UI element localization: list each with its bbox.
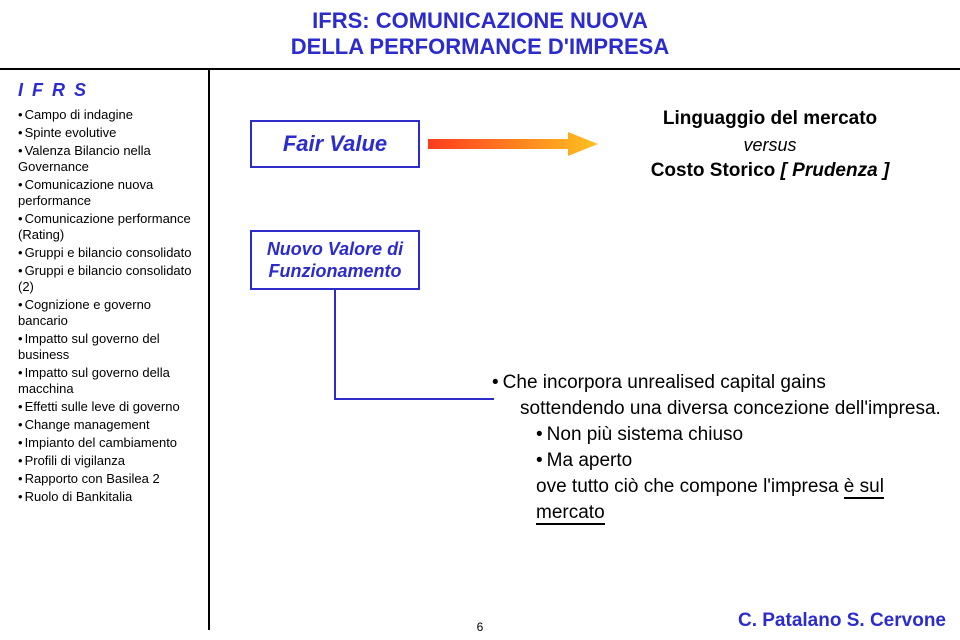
connector-horizontal	[334, 398, 494, 400]
body-text-block: Che incorpora unrealised capital gains s…	[492, 370, 942, 526]
box-nuovo-line1: Nuovo Valore di	[267, 238, 403, 260]
right-line-1: Linguaggio del mercato	[610, 106, 930, 132]
box-fair-value: Fair Value	[250, 120, 420, 168]
right-line-3a: Costo Storico	[651, 160, 781, 181]
sidebar-item: Impianto del cambiamento	[18, 435, 200, 451]
sidebar-item: Rapporto con Basilea 2	[18, 471, 200, 487]
box-nuovo-valore: Nuovo Valore di Funzionamento	[250, 230, 420, 290]
sidebar-item: Change management	[18, 417, 200, 433]
slide-title: IFRS: COMUNICAZIONE NUOVA DELLA PERFORMA…	[0, 0, 960, 64]
sidebar-item: Cognizione e governo bancario	[18, 297, 200, 329]
sidebar-item: Impatto sul governo del business	[18, 331, 200, 363]
slide-page: IFRS: COMUNICAZIONE NUOVA DELLA PERFORMA…	[0, 0, 960, 640]
body-line-3: Non più sistema chiuso	[492, 422, 942, 448]
title-line-2: DELLA PERFORMANCE D'IMPRESA	[0, 34, 960, 60]
body-line-4: Ma aperto	[492, 448, 942, 474]
body-line-2: sottendendo una diversa concezione dell'…	[492, 396, 942, 422]
sidebar-item: Effetti sulle leve di governo	[18, 399, 200, 415]
sidebar-item: Gruppi e bilancio consolidato (2)	[18, 263, 200, 295]
right-line-3b: [ Prudenza ]	[781, 160, 890, 181]
body-line-1: Che incorpora unrealised capital gains	[492, 370, 942, 396]
right-line-2: versus	[610, 132, 930, 158]
sidebar-item: Profili di vigilanza	[18, 453, 200, 469]
sidebar-item: Valenza Bilancio nella Governance	[18, 143, 200, 175]
content-columns: I F R S Campo di indagine Spinte evoluti…	[0, 70, 960, 630]
sidebar-item: Comunicazione performance (Rating)	[18, 211, 200, 243]
sidebar-item: Gruppi e bilancio consolidato	[18, 245, 200, 261]
sidebar: I F R S Campo di indagine Spinte evoluti…	[0, 70, 210, 630]
sidebar-item: Impatto sul governo della macchina	[18, 365, 200, 397]
box-nuovo-line2: Funzionamento	[269, 260, 402, 282]
sidebar-item: Comunicazione nuova performance	[18, 177, 200, 209]
arrow-right-icon	[428, 132, 598, 156]
sidebar-item: Ruolo di Bankitalia	[18, 489, 200, 505]
author-credit: C. Patalano S. Cervone	[738, 610, 946, 632]
box-fair-value-label: Fair Value	[283, 131, 387, 157]
sidebar-item: Campo di indagine	[18, 107, 200, 123]
right-text-block: Linguaggio del mercato versus Costo Stor…	[610, 106, 930, 184]
sidebar-heading: I F R S	[18, 80, 200, 101]
main-area: Fair Value Nuovo Valore di Funzionamento	[210, 70, 960, 630]
right-line-3: Costo Storico [ Prudenza ]	[610, 158, 930, 184]
connector-vertical	[334, 290, 336, 400]
sidebar-list: Campo di indagine Spinte evolutive Valen…	[18, 107, 200, 505]
sidebar-item: Spinte evolutive	[18, 125, 200, 141]
body-line-5: ove tutto ciò che compone l'impresa è su…	[492, 474, 942, 526]
body-line-5a: ove tutto ciò che compone l'impresa	[536, 476, 844, 497]
title-line-1: IFRS: COMUNICAZIONE NUOVA	[0, 8, 960, 34]
page-number: 6	[477, 620, 484, 634]
